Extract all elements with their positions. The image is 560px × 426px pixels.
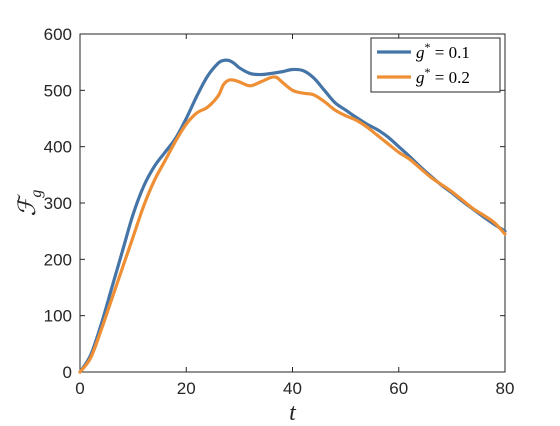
series-line-2	[78, 75, 507, 374]
legend-sup: *	[425, 40, 431, 54]
legend-rest: = 0.2	[431, 68, 470, 87]
series-lines	[78, 58, 507, 374]
y-axis-label-sub: g	[28, 190, 45, 198]
legend-var: g	[416, 43, 425, 62]
y-tick-label: 200	[44, 250, 72, 269]
y-tick-label: 500	[44, 81, 72, 100]
y-tick-label: 0	[63, 363, 72, 382]
legend-label-2: g* = 0.2	[416, 65, 470, 87]
x-tick-label: 0	[75, 379, 84, 398]
y-axis-label-main: ℱ	[15, 193, 41, 216]
legend-box	[370, 37, 501, 93]
y-axis-label-text: ℱg	[15, 190, 45, 217]
legend-rest: = 0.1	[431, 43, 470, 62]
legend-var: g	[416, 68, 425, 87]
legend-label-1: g* = 0.1	[416, 40, 470, 62]
y-tick-label: 400	[44, 138, 72, 157]
y-tick-label: 600	[44, 25, 72, 44]
y-axis-label: ℱg	[15, 190, 45, 217]
legend: g* = 0.1g* = 0.2	[370, 37, 501, 93]
y-tick-label: 100	[44, 307, 72, 326]
x-tick-label: 60	[389, 379, 408, 398]
legend-sup: *	[425, 65, 431, 79]
x-tick-label: 40	[283, 379, 302, 398]
x-tick-label: 20	[177, 379, 196, 398]
x-axis-label: t	[289, 400, 297, 426]
x-tick-label: 80	[496, 379, 515, 398]
y-tick-label: 300	[44, 194, 72, 213]
